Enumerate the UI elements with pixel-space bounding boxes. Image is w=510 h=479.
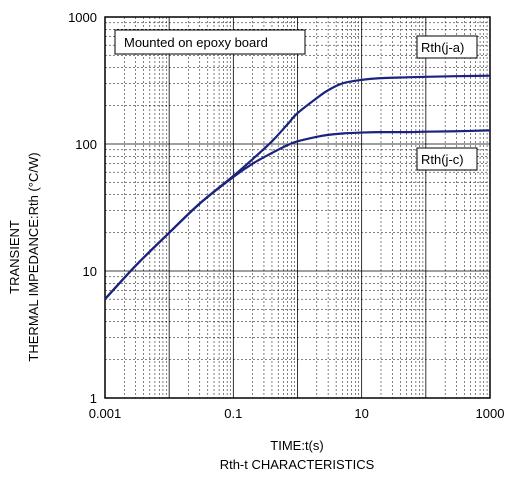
y-tick-label: 10 [83,264,97,279]
legend-box-rth-j-a [416,35,478,59]
series-label-rth-j-a: Rth(j-a) [421,40,464,55]
chart-caption: Rth-t CHARACTERISTICS [220,457,375,472]
legend-box-rth-j-c [416,147,478,171]
series-lines [104,74,491,300]
series-label-rth-j-c: Rth(j-c) [421,152,464,167]
x-tick-label: 10 [354,406,368,421]
series-line-rth-j-c [104,129,491,300]
x-tick-label: 0.001 [89,406,122,421]
y-axis-label-line1: TRANSIENT [7,220,22,294]
tick-labels: 0.001 0.1 10 1000 1 10 100 1000 [68,10,504,421]
x-tick-label: 1000 [476,406,505,421]
x-axis-label: TIME:t(s) [270,438,323,453]
y-tick-label: 1 [90,391,97,406]
y-tick-label: 100 [75,137,97,152]
grid-lines [105,17,490,398]
plot-area-frame [104,16,491,399]
annotation-text: Mounted on epoxy board [124,35,268,50]
y-axis-label-line2: THERMAL IMPEDANCE:Rth (°C/W) [26,152,41,361]
y-tick-label: 1000 [68,10,97,25]
annotation-box [114,29,306,55]
x-tick-label: 0.1 [224,406,242,421]
